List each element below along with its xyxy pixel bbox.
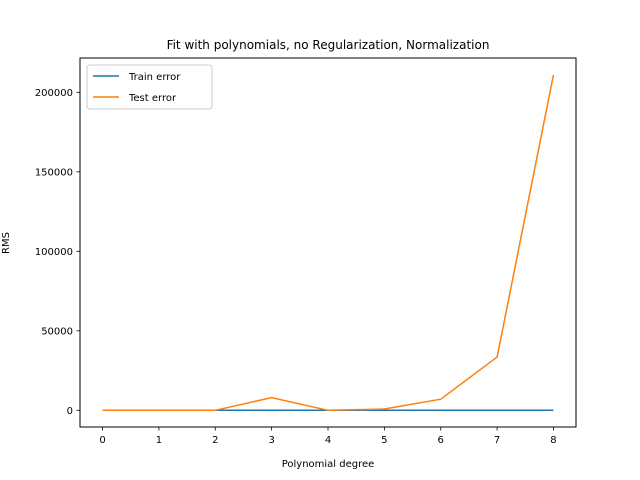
x-tick-label: 1 [156, 435, 162, 446]
y-tick-label: 50000 [41, 326, 73, 337]
x-axis-label: Polynomial degree [282, 459, 375, 470]
x-tick-label: 3 [268, 435, 274, 446]
y-axis: 0 50000 100000 150000 200000 [35, 88, 80, 417]
series-layer [102, 74, 555, 412]
legend-label: Train error [128, 72, 181, 83]
legend: Train error Test error [86, 64, 213, 110]
x-tick-label: 4 [325, 435, 331, 446]
y-tick-label: 0 [67, 406, 73, 417]
x-axis: 0 1 2 3 4 5 6 7 8 [99, 427, 557, 446]
x-tick-label: 5 [381, 435, 387, 446]
x-tick-label: 7 [494, 435, 500, 446]
series-line-test-error [102, 74, 555, 412]
y-tick-label: 200000 [35, 88, 73, 99]
y-tick-label: 150000 [35, 167, 73, 178]
x-tick-label: 2 [212, 435, 218, 446]
x-tick-label: 8 [550, 435, 556, 446]
y-axis-label: RMS [1, 232, 12, 254]
chart-title: Fit with polynomials, no Regularization,… [167, 38, 490, 52]
x-tick-label: 6 [438, 435, 444, 446]
x-tick-label: 0 [99, 435, 105, 446]
y-tick-label: 100000 [35, 247, 73, 258]
legend-label: Test error [128, 93, 177, 104]
